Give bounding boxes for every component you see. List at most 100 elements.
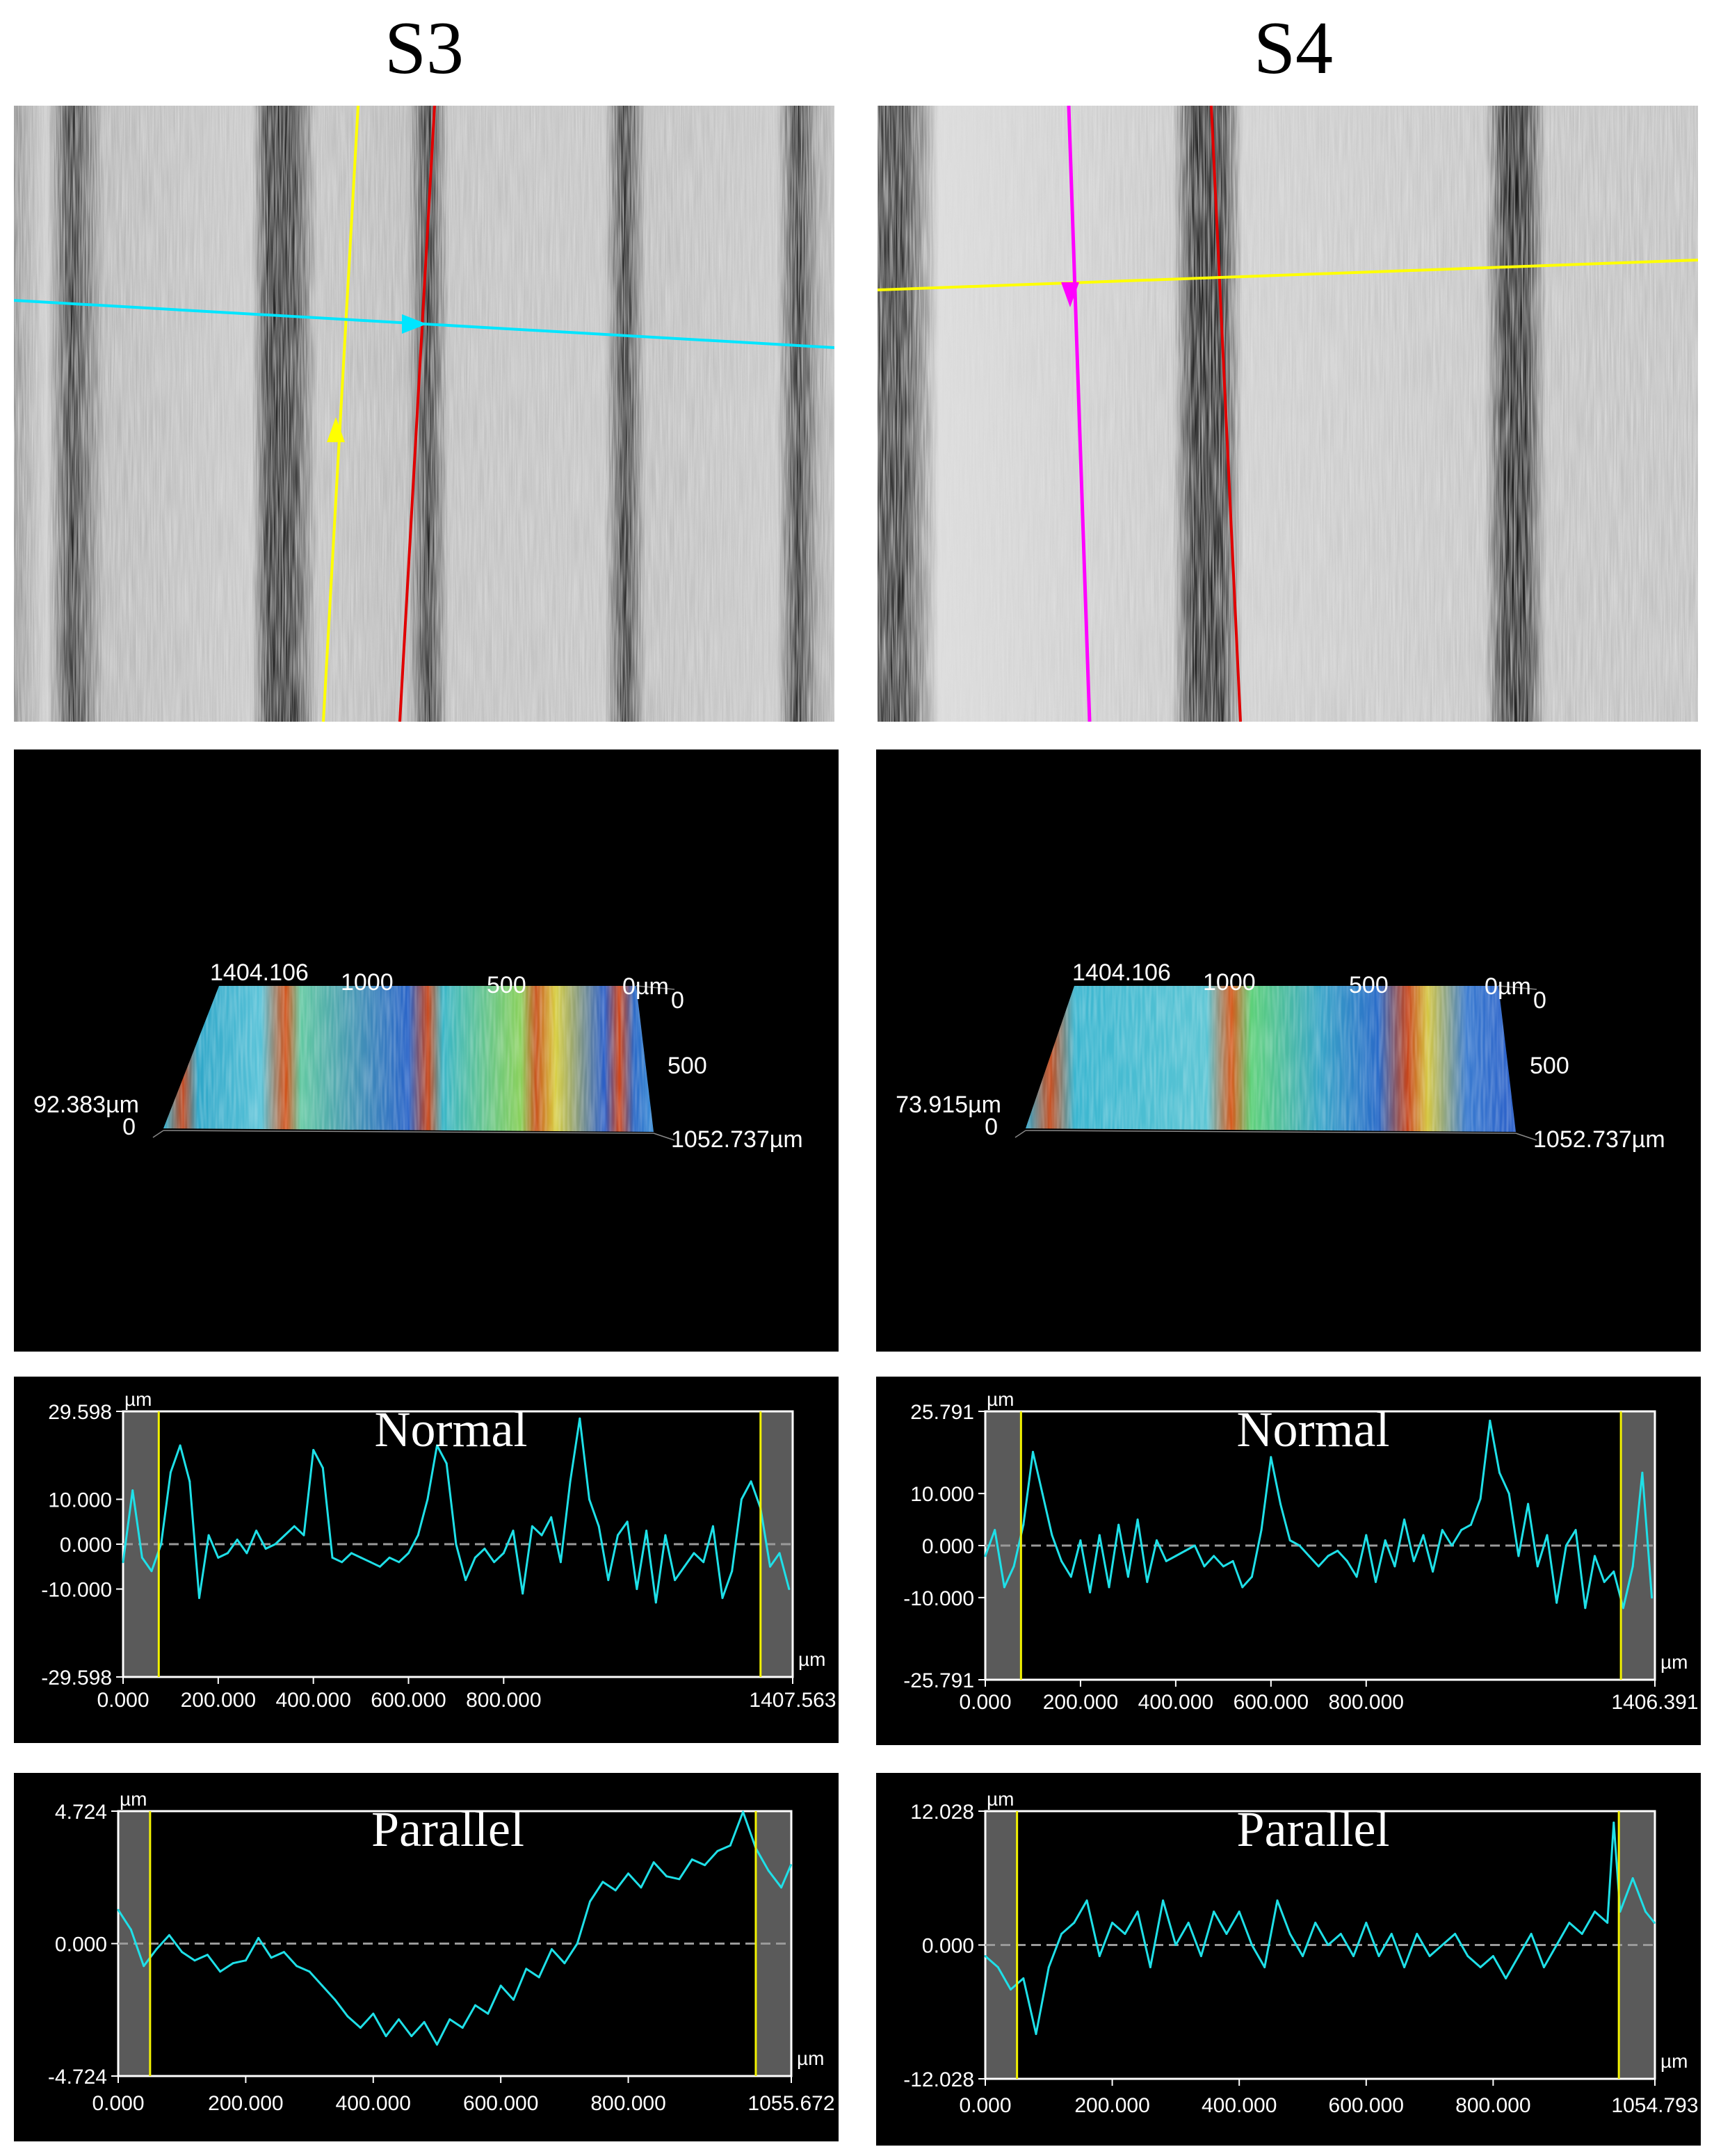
chart-parallel-s4-point bbox=[1199, 1955, 1202, 1957]
chart-parallel-s4-point bbox=[1339, 1933, 1342, 1935]
chart-parallel-s3-point bbox=[257, 1936, 260, 1939]
chart-parallel-s4-point bbox=[1365, 1922, 1368, 1924]
micrograph-s4 bbox=[878, 106, 1698, 722]
chart-normal-s3-point bbox=[721, 1596, 724, 1599]
chart-normal-s3-ytick-label-2: 0.000 bbox=[60, 1534, 112, 1557]
chart-parallel-s3-unit-y: µm bbox=[120, 1788, 147, 1810]
chart-parallel-s3-point bbox=[729, 1844, 731, 1847]
chart-normal-s3-point bbox=[531, 1525, 533, 1527]
chart-normal-s4-point bbox=[1069, 1575, 1072, 1578]
chart-parallel-s4-point bbox=[1428, 1955, 1431, 1957]
chart-parallel-s4-point bbox=[1111, 1922, 1114, 1924]
chart-parallel-s4-unit-y: µm bbox=[987, 1788, 1014, 1810]
profile-parallel-s3: 4.724 0.000 -4.724 0.000 200.000 400.000 600.0… bbox=[48, 1788, 835, 2115]
chart-normal-s4-point bbox=[1060, 1559, 1063, 1562]
chart-normal-s4-point bbox=[1603, 1580, 1606, 1583]
chart-normal-s3-point bbox=[512, 1530, 515, 1532]
chart-normal-s4-point bbox=[1079, 1539, 1082, 1541]
chart-parallel-s4-point bbox=[1606, 1922, 1609, 1924]
chart-parallel-s3-xtick-label-5: 1055.672 bbox=[747, 2092, 834, 2115]
chart-parallel-s3-ytick-label-0: 4.724 bbox=[55, 1801, 107, 1824]
chart-normal-s3-point bbox=[388, 1556, 391, 1559]
chart-normal-s4-point bbox=[1527, 1502, 1530, 1505]
chart-normal-s3-point bbox=[350, 1552, 353, 1555]
chart-normal-s4-ytick-label-1: 10.000 bbox=[910, 1483, 974, 1506]
s3-horizontal-arrow-icon bbox=[402, 314, 427, 334]
chart-parallel-s4-point bbox=[1327, 1944, 1329, 1946]
column-title-s4: S4 bbox=[1253, 7, 1334, 90]
chart-normal-s3-point bbox=[769, 1565, 771, 1568]
chart-parallel-s4-point bbox=[1505, 1977, 1507, 1979]
chart-normal-s3-point bbox=[626, 1521, 629, 1523]
s3-3d-x-tick-0: 1404.106 bbox=[210, 959, 309, 986]
chart-normal-s3-point bbox=[198, 1596, 200, 1599]
chart-parallel-s4-point bbox=[1047, 1966, 1050, 1968]
s4-3d-x-tick-1: 1000 bbox=[1203, 969, 1256, 996]
chart-normal-s3-point bbox=[607, 1579, 610, 1582]
chart-normal-s3-point bbox=[150, 1570, 153, 1573]
chart-normal-s3-point bbox=[702, 1561, 705, 1564]
surface3d-panel-s3: 1404.106 1000 500 0µm 0 500 1052.737µm 9… bbox=[14, 749, 839, 1352]
chart-parallel-s3-point bbox=[206, 1954, 209, 1956]
chart-parallel-s3-point bbox=[716, 1849, 719, 1852]
chart-normal-s3-point bbox=[445, 1462, 448, 1465]
chart-parallel-s3-ytick-label-1: 0.000 bbox=[55, 1934, 107, 1956]
chart-parallel-s3-unit-x: µm bbox=[797, 2048, 824, 2069]
chart-normal-s3-point bbox=[579, 1417, 581, 1420]
chart-normal-s3-point bbox=[750, 1480, 752, 1483]
chart-normal-s4-point bbox=[1136, 1518, 1139, 1521]
chart-normal-s4-ytick-label-2: 0.000 bbox=[922, 1535, 974, 1558]
chart-parallel-s3-xtick-label-4: 800.000 bbox=[590, 2092, 665, 2115]
chart-parallel-s3-ytick-label-2: -4.724 bbox=[48, 2066, 107, 2089]
chart-parallel-s4-point bbox=[1302, 1955, 1304, 1957]
chart-normal-s4-point bbox=[1441, 1529, 1444, 1532]
chart-normal-s3-point bbox=[417, 1534, 419, 1537]
chart-parallel-s4-point bbox=[1352, 1955, 1355, 1957]
chart-parallel-s3-xtick-label-0: 0.000 bbox=[92, 2092, 144, 2115]
chart-parallel-s3-point bbox=[117, 1908, 120, 1911]
chart-parallel-s4-point bbox=[1390, 1933, 1393, 1935]
chart-normal-s4-point bbox=[1460, 1529, 1463, 1532]
chart-parallel-s3-point bbox=[704, 1864, 706, 1867]
chart-normal-s3-point bbox=[188, 1480, 191, 1483]
profile-normal-s3-panel: 29.598 10.000 0.000 -10.000 -29.598 0.000 200.… bbox=[14, 1377, 839, 1743]
chart-parallel-s3-point bbox=[640, 1886, 642, 1889]
chart-parallel-s4-point bbox=[1416, 1933, 1418, 1935]
chart-parallel-s4-point bbox=[1555, 1944, 1558, 1946]
chart-normal-s3-point bbox=[321, 1466, 324, 1469]
chart-normal-s3-point bbox=[569, 1480, 572, 1483]
chart-parallel-s3-point bbox=[474, 2004, 476, 2007]
chart-normal-s3-point bbox=[255, 1530, 258, 1532]
s4-3d-x-tick-2: 500 bbox=[1349, 972, 1389, 998]
chart-parallel-s3-point bbox=[308, 1970, 311, 1973]
chart-normal-s3-point bbox=[617, 1534, 619, 1537]
chart-parallel-s4-point bbox=[1377, 1955, 1380, 1957]
chart-normal-s3-point bbox=[264, 1548, 267, 1550]
micrograph-s3-image bbox=[14, 106, 834, 722]
chart-parallel-s4-point bbox=[1060, 1933, 1063, 1935]
chart-parallel-s3-point bbox=[410, 2035, 413, 2038]
chart-normal-s4-point bbox=[1412, 1559, 1415, 1562]
chart-normal-s4-point bbox=[1260, 1529, 1263, 1532]
chart-normal-s4-point bbox=[1422, 1534, 1425, 1537]
chart-parallel-s3-xtick-label-1: 200.000 bbox=[208, 2092, 283, 2115]
chart-normal-s4-point bbox=[1574, 1529, 1577, 1532]
chart-normal-s3-point bbox=[711, 1525, 714, 1527]
s4-3d-z-tick-1: 0 bbox=[985, 1114, 998, 1140]
chart-normal-s3-point bbox=[731, 1570, 734, 1573]
chart-normal-s3-unit-y: µm bbox=[124, 1388, 152, 1410]
chart-normal-s4-point bbox=[1108, 1586, 1110, 1589]
chart-normal-s4-unit-y: µm bbox=[987, 1388, 1014, 1410]
chart-normal-s4-point bbox=[1279, 1502, 1282, 1505]
chart-normal-s4-point bbox=[1498, 1471, 1501, 1474]
s3-3d-y-tick-0: 0 bbox=[671, 987, 684, 1014]
chart-parallel-s4-point bbox=[1213, 1911, 1215, 1913]
chart-normal-s3-point bbox=[341, 1561, 343, 1564]
chart-normal-s3-point bbox=[284, 1534, 286, 1537]
chart-normal-s4-point bbox=[1117, 1523, 1120, 1526]
chart-normal-s4-xtick-label-4: 800.000 bbox=[1329, 1691, 1404, 1714]
chart-normal-s3-point bbox=[664, 1534, 667, 1537]
chart-normal-s4-point bbox=[1469, 1523, 1472, 1526]
chart-normal-s3-point bbox=[493, 1561, 496, 1564]
